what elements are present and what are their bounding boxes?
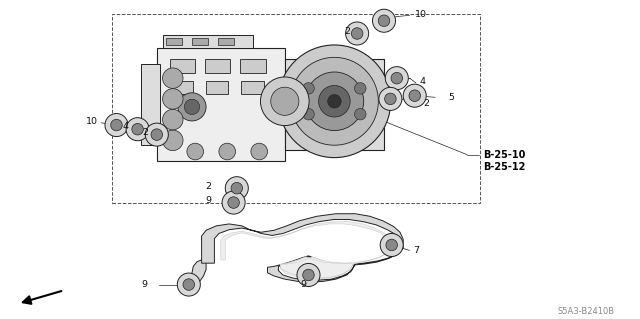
Circle shape (271, 87, 299, 115)
Circle shape (163, 109, 183, 130)
Text: 9: 9 (300, 280, 306, 289)
Circle shape (132, 123, 143, 135)
Text: B-25-12: B-25-12 (483, 162, 525, 173)
Circle shape (231, 182, 243, 194)
Text: 9: 9 (205, 197, 211, 205)
Text: 9: 9 (141, 280, 147, 289)
Circle shape (291, 57, 378, 145)
Text: 4: 4 (123, 122, 129, 130)
Circle shape (222, 191, 245, 214)
Text: 2: 2 (142, 128, 148, 137)
Circle shape (305, 72, 364, 130)
Text: 7: 7 (413, 246, 419, 255)
Circle shape (303, 83, 314, 94)
Circle shape (297, 263, 320, 286)
Circle shape (380, 234, 403, 256)
Bar (206, 81, 228, 94)
Circle shape (372, 9, 396, 32)
Circle shape (183, 279, 195, 290)
Circle shape (260, 77, 309, 126)
Text: 2: 2 (424, 99, 429, 108)
Circle shape (163, 130, 183, 151)
Text: S5A3-B2410B: S5A3-B2410B (557, 307, 614, 315)
Circle shape (328, 94, 341, 108)
Circle shape (251, 143, 268, 160)
Circle shape (225, 177, 248, 200)
Circle shape (385, 67, 408, 90)
Text: B-25-10: B-25-10 (483, 150, 525, 160)
Circle shape (303, 108, 314, 120)
Polygon shape (189, 260, 206, 289)
Circle shape (346, 22, 369, 45)
Circle shape (177, 273, 200, 296)
Circle shape (355, 83, 366, 94)
Circle shape (385, 93, 396, 105)
Bar (166, 38, 182, 45)
Text: 5: 5 (448, 93, 454, 102)
Bar (240, 59, 266, 73)
Circle shape (111, 119, 122, 131)
Circle shape (219, 143, 236, 160)
Polygon shape (221, 222, 392, 279)
Text: 2: 2 (205, 182, 211, 191)
Circle shape (145, 123, 168, 146)
Circle shape (228, 197, 239, 208)
Circle shape (409, 90, 420, 101)
Circle shape (403, 84, 426, 107)
Bar (241, 81, 264, 94)
Bar (112, 14, 480, 203)
Circle shape (351, 28, 363, 39)
Circle shape (378, 15, 390, 26)
Bar (170, 59, 195, 73)
Bar (141, 64, 160, 145)
Circle shape (151, 129, 163, 140)
Bar (163, 35, 253, 48)
Bar (157, 48, 285, 161)
Bar (192, 38, 208, 45)
Circle shape (319, 85, 350, 117)
Circle shape (386, 239, 397, 251)
Text: 10: 10 (86, 117, 99, 126)
Circle shape (163, 89, 183, 109)
Circle shape (278, 45, 390, 158)
Text: 2: 2 (344, 27, 350, 36)
Circle shape (391, 72, 403, 84)
Circle shape (184, 99, 200, 115)
Circle shape (355, 108, 366, 120)
Bar (218, 38, 234, 45)
Circle shape (126, 118, 149, 141)
Circle shape (303, 269, 314, 281)
Bar (285, 59, 384, 150)
Circle shape (187, 143, 204, 160)
Circle shape (105, 114, 128, 137)
Circle shape (379, 87, 402, 110)
Text: 10: 10 (415, 10, 427, 19)
Circle shape (178, 93, 206, 121)
Bar (171, 81, 193, 94)
Bar (205, 59, 230, 73)
Polygon shape (202, 214, 403, 282)
Text: 4: 4 (419, 77, 425, 86)
Circle shape (163, 68, 183, 88)
